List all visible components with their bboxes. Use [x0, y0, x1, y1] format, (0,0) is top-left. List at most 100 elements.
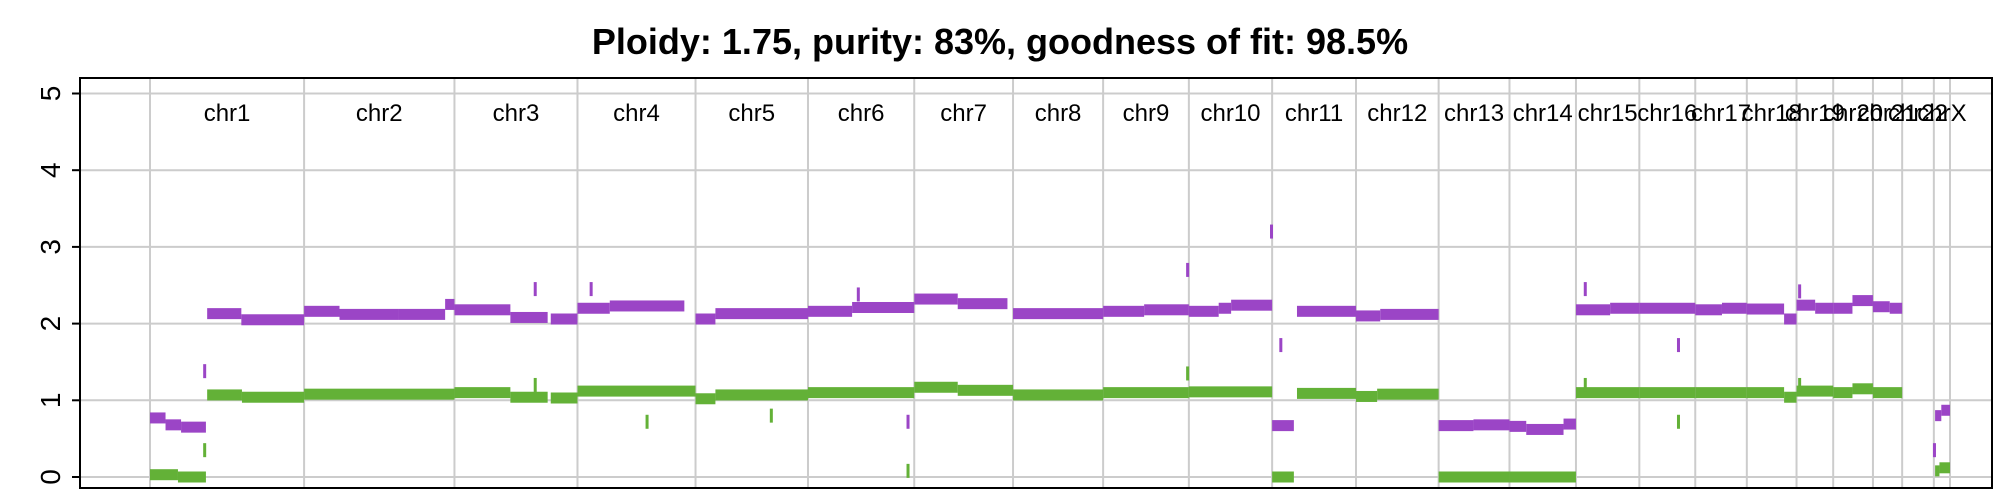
- y-tick-label: 0: [35, 469, 66, 485]
- total-copy-number-segment: [304, 305, 340, 317]
- total-copy-number-segment: [1103, 305, 1145, 317]
- minor-copy-number-segment: [1272, 471, 1294, 483]
- total-copy-number-segment: [807, 305, 853, 317]
- minor-copy-number-segment: [1509, 471, 1576, 483]
- minor-copy-number-segment: [510, 391, 548, 403]
- total-copy-number-segment: [454, 304, 511, 316]
- total-outlier-mark: [1270, 224, 1274, 239]
- minor-copy-number-segment: [1377, 388, 1439, 400]
- minor-copy-number-segment: [1103, 387, 1189, 399]
- total-copy-number-segment: [339, 308, 399, 320]
- minor-copy-number-segment: [304, 388, 455, 400]
- chromosome-label-chr11: chr11: [1285, 100, 1343, 127]
- total-copy-number-segment: [914, 293, 958, 305]
- minor-copy-number-segment: [207, 389, 242, 401]
- minor-copy-number-segment: [577, 385, 696, 397]
- chromosome-label-chr8: chr8: [1035, 100, 1082, 127]
- total-copy-number-segment: [1380, 308, 1439, 320]
- total-copy-number-segment: [1526, 423, 1564, 435]
- chromosome-label-chr22: chr22: [1888, 100, 1948, 127]
- total-outlier-mark: [203, 364, 207, 379]
- chromosome-label-chr6: chr6: [838, 100, 885, 127]
- chart-title: Ploidy: 1.75, purity: 83%, goodness of f…: [592, 21, 1408, 62]
- y-axis: 0 1 2 3 4 5: [35, 78, 81, 488]
- plot-frame: [79, 77, 1993, 489]
- chromosome-label-chr1: chr1: [204, 100, 251, 127]
- minor-copy-number-segment: [957, 384, 1014, 396]
- total-copy-number-segment: [1833, 302, 1853, 314]
- minor-copy-number-segment: [695, 393, 716, 405]
- total-copy-number-segment: [1784, 313, 1797, 325]
- chromosome-label-chr14: chr14: [1513, 100, 1573, 127]
- minor-copy-number-segment: [1935, 465, 1940, 477]
- chromosome-labels: chr1 chr2 chr3 chr4 chr5 chr6 chr7 chr8 chr9 chr1…: [204, 100, 1967, 127]
- minor-outlier-mark: [533, 377, 537, 392]
- total-copy-number-segment: [1941, 404, 1950, 416]
- minor-copy-number-segment: [1639, 387, 1696, 399]
- total-copy-number-segment: [1639, 302, 1696, 314]
- minor-copy-number-segment: [150, 469, 178, 481]
- total-copy-number-segment: [1144, 304, 1189, 316]
- total-outlier-mark: [1932, 443, 1936, 458]
- minor-outlier-mark: [1798, 377, 1802, 392]
- minor-copy-number-segment: [1852, 383, 1873, 395]
- minor-outlier-mark: [645, 414, 649, 429]
- total-copy-number-segment: [181, 421, 206, 433]
- total-copy-number-segment: [695, 313, 716, 325]
- minor-copy-number-segment: [454, 387, 511, 399]
- total-copy-number-segment: [398, 308, 446, 320]
- minor-outlier-mark: [1676, 414, 1680, 429]
- chromosome-label-chr2: chr2: [356, 100, 403, 127]
- total-copy-number-segment: [241, 314, 305, 326]
- chromosome-label-chr10: chr10: [1200, 100, 1260, 127]
- minor-copy-number-segment: [1575, 387, 1640, 399]
- total-outlier-mark: [533, 282, 537, 297]
- y-tick-label: 4: [35, 162, 66, 178]
- total-copy-number-segment: [1188, 305, 1219, 317]
- minor-copy-number-segment: [1188, 386, 1273, 398]
- minor-outlier-mark: [906, 463, 910, 478]
- minor-outlier-mark: [1583, 377, 1587, 392]
- minor-copy-number-segment: [807, 387, 915, 399]
- chromosome-label-chr3: chr3: [493, 100, 540, 127]
- total-copy-number-segment: [1610, 302, 1640, 314]
- chromosome-label-chr13: chr13: [1444, 100, 1504, 127]
- minor-copy-number-segment: [1833, 387, 1853, 399]
- total-outlier-mark: [906, 414, 910, 429]
- chromosome-label-chr5: chr5: [728, 100, 775, 127]
- total-copy-number-segment: [1815, 302, 1834, 314]
- total-outlier-mark: [856, 287, 860, 302]
- total-outlier-mark: [589, 282, 593, 297]
- total-copy-number-segment: [1695, 304, 1722, 316]
- total-outlier-mark: [1583, 282, 1587, 297]
- total-copy-number-segment: [165, 419, 182, 431]
- minor-copy-number-segment: [1013, 389, 1104, 401]
- total-copy-number-segment: [1438, 420, 1474, 432]
- minor-copy-number-segment: [241, 391, 305, 403]
- total-copy-number-segment: [1796, 299, 1816, 311]
- gridlines: [80, 78, 1992, 488]
- total-copy-number-segment: [1296, 305, 1357, 317]
- minor-copy-number-segment: [715, 389, 808, 401]
- chromosome-label-chr15: chr15: [1578, 100, 1638, 127]
- minor-copy-number-segment: [1784, 391, 1797, 403]
- chromosome-label-chr7: chr7: [940, 100, 987, 127]
- total-outlier-mark: [1186, 262, 1190, 277]
- minor-copy-number-segment: [1296, 387, 1357, 399]
- minor-copy-number-segment: [914, 381, 958, 393]
- chromosome-label-chr18: chr18: [1742, 100, 1802, 127]
- total-copy-number-segment: [1231, 299, 1273, 311]
- chromosome-label-chr20: chr20: [1823, 100, 1883, 127]
- total-copy-number-segment: [150, 412, 166, 424]
- total-copy-number-segment: [1935, 410, 1942, 422]
- total-outlier-mark: [1279, 338, 1283, 353]
- chromosome-label-chr17: chr17: [1691, 100, 1751, 127]
- minor-copy-number-segment: [1796, 385, 1834, 397]
- total-copy-number-segment: [207, 308, 242, 320]
- total-copy-number-segment: [1721, 302, 1747, 314]
- total-copy-number-segment: [1356, 310, 1381, 322]
- minor-outlier-mark: [1186, 366, 1190, 381]
- y-tick-label: 5: [35, 86, 66, 102]
- chromosome-label-chr21: chr21: [1858, 100, 1918, 127]
- data-segments: [150, 224, 1950, 483]
